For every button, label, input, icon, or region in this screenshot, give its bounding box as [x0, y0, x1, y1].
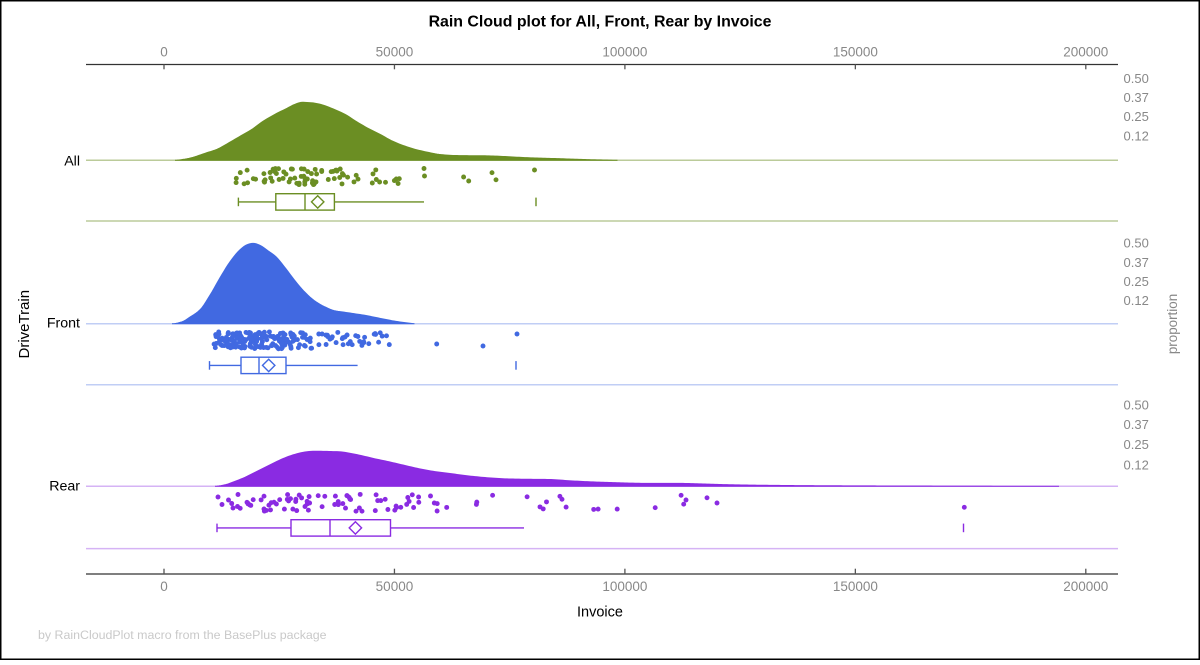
svg-text:Front: Front — [47, 316, 80, 332]
svg-text:50000: 50000 — [376, 45, 414, 60]
svg-text:100000: 100000 — [602, 579, 647, 594]
svg-text:0.37: 0.37 — [1124, 417, 1149, 432]
svg-text:0.50: 0.50 — [1124, 71, 1149, 86]
svg-text:Invoice: Invoice — [577, 605, 623, 621]
svg-text:Rear: Rear — [49, 479, 80, 495]
svg-text:proportion: proportion — [1165, 294, 1180, 354]
svg-text:DriveTrain: DriveTrain — [16, 290, 33, 359]
svg-text:200000: 200000 — [1063, 45, 1108, 60]
svg-text:0.12: 0.12 — [1124, 457, 1149, 472]
svg-text:150000: 150000 — [833, 45, 878, 60]
svg-text:0.37: 0.37 — [1124, 255, 1149, 270]
svg-text:0: 0 — [160, 579, 168, 594]
svg-text:0: 0 — [160, 45, 168, 60]
svg-text:0.50: 0.50 — [1124, 236, 1149, 251]
svg-text:50000: 50000 — [376, 579, 414, 594]
svg-text:Rain Cloud plot for All, Front: Rain Cloud plot for All, Front, Rear by … — [429, 14, 772, 31]
svg-text:0.25: 0.25 — [1124, 109, 1149, 124]
svg-text:0.37: 0.37 — [1124, 90, 1149, 105]
svg-text:0.50: 0.50 — [1124, 398, 1149, 413]
svg-text:200000: 200000 — [1063, 579, 1108, 594]
svg-text:by RainCloudPlot macro from th: by RainCloudPlot macro from the BasePlus… — [38, 628, 327, 642]
svg-text:150000: 150000 — [833, 579, 878, 594]
svg-text:0.25: 0.25 — [1124, 274, 1149, 289]
svg-text:0.25: 0.25 — [1124, 437, 1149, 452]
svg-text:100000: 100000 — [602, 45, 647, 60]
svg-text:0.12: 0.12 — [1124, 293, 1149, 308]
svg-text:All: All — [64, 153, 80, 169]
svg-text:0.12: 0.12 — [1124, 128, 1149, 143]
